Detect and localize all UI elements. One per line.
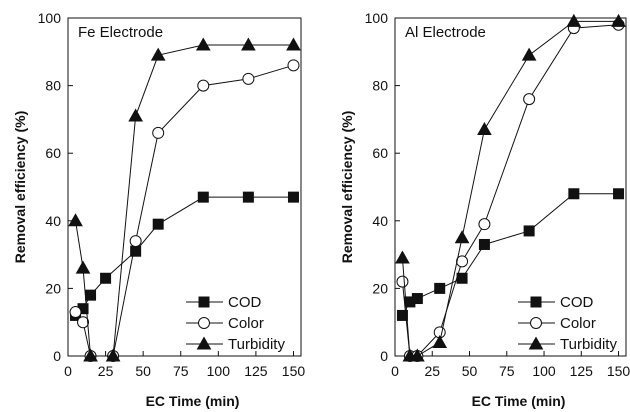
panel-1-x-tick-label-1: 25 [98, 363, 114, 379]
panel-2-y-tick-label-2: 40 [372, 213, 388, 229]
panel-1-turbidity-point-0 [68, 213, 83, 227]
panel-1-cod-point-6 [197, 191, 209, 203]
panel-1-turbidity-point-6 [195, 37, 211, 51]
panel-1-turbidity-point-1 [75, 260, 91, 274]
panel-2-turbidity-point-3 [432, 334, 448, 348]
panel-2-x-tick-label-5: 125 [570, 363, 594, 379]
panel-2-color-point-0 [396, 275, 409, 288]
panel-1-color-point-4 [129, 235, 142, 248]
panel-2-turbidity-point-8 [611, 13, 626, 27]
panel-1-cod-point-7 [242, 191, 254, 203]
panel-1-legend-color-marker [198, 317, 210, 329]
panel-1-turbidity-point-8 [286, 37, 301, 51]
panel-1-legend-turbidity-marker [196, 336, 212, 350]
panel-1-y-tick-label-1: 20 [45, 280, 61, 296]
panel-1-plot-frame [67, 17, 302, 357]
panel-1-x-axis-title: EC Time (min) [146, 393, 240, 409]
panel-1-x-tick-label-6: 150 [282, 363, 306, 379]
panel-1-x-tick-label-0: 0 [64, 363, 72, 379]
panel-1-x-tick-label-2: 50 [135, 363, 151, 379]
panel-1-y-tick-label-5: 100 [38, 10, 62, 26]
panel-1-turbidity-point-2 [83, 348, 98, 362]
panel-1-title: Fe Electrode [78, 24, 163, 41]
panel-1-x-tick-label-3: 75 [173, 363, 189, 379]
panel-1-cod-point-3 [100, 272, 112, 284]
panel-1-color-point-8 [287, 59, 300, 72]
panel-2-x-tick-label-0: 0 [391, 363, 399, 379]
panel-2-legend-turbidity-marker [528, 336, 544, 350]
panel-1-y-tick-label-2: 40 [45, 213, 61, 229]
panel-2-cod-point-7 [568, 188, 580, 200]
panel-1-color-point-1 [77, 316, 90, 329]
panel-1-y-tick-label-0: 0 [53, 348, 61, 364]
panel-2-turbidity-point-6 [521, 47, 537, 61]
panel-2-cod-point-4 [456, 272, 468, 284]
panel-2-legend-cod-label: COD [560, 294, 594, 311]
panel-2-turbidity-point-5 [477, 122, 492, 136]
panel-1-x-tick-label-4: 100 [207, 363, 231, 379]
panel-2-turbidity-point-4 [454, 230, 470, 244]
panel-1-cod-point-4 [130, 245, 142, 257]
panel-1-color-point-7 [242, 72, 255, 85]
panel-2-cod-point-2 [411, 293, 423, 305]
panel-1-turbidity-point-5 [150, 47, 166, 61]
panel-1-color-line [75, 64, 294, 357]
panel-2-legend-cod-marker [530, 296, 542, 308]
panel-2-x-axis-title: EC Time (min) [472, 393, 566, 409]
panel-1-color-point-5 [152, 126, 165, 139]
panel-2-cod-point-3 [434, 282, 446, 294]
panel-1-legend-cod-marker [198, 296, 210, 308]
panel-2-color-point-6 [523, 93, 536, 106]
panel-2-cod-point-6 [523, 225, 535, 237]
panel-2-color-point-5 [478, 218, 491, 231]
panel-1-legend-color-label: Color [228, 315, 264, 332]
panel-1-y-axis-title: Removal efficiency (%) [12, 111, 28, 264]
panel-2-turbidity-point-0 [395, 250, 410, 264]
panel-2-x-tick-label-6: 150 [607, 363, 630, 379]
panel-1-x-tick-label-5: 125 [244, 363, 268, 379]
panel-1-cod-point-8 [287, 191, 299, 203]
panel-1-y-tick-label-4: 80 [45, 78, 61, 94]
panel-2-y-tick-label-1: 20 [372, 280, 388, 296]
panel-2-legend-color-label: Color [560, 315, 596, 332]
panel-1-cod-point-2 [85, 289, 97, 301]
panel-2-legend-color-marker [530, 317, 542, 329]
panel-2-turbidity-point-7 [566, 13, 582, 27]
panel-2-y-tick-label-4: 80 [372, 78, 388, 94]
panel-2-x-tick-label-3: 75 [499, 363, 515, 379]
panel-1-turbidity-point-7 [241, 37, 256, 51]
panel-2-x-tick-label-2: 50 [462, 363, 478, 379]
panel-2-title: Al Electrode [405, 24, 486, 41]
panel-2: 0 25 50 75 100 125 150 0 20 40 60 80 100 EC Time (min… [339, 10, 630, 409]
panel-2-plot-frame [394, 17, 627, 357]
panel-1-color-point-6 [197, 79, 210, 92]
panel-2-cod-point-5 [478, 238, 490, 250]
panel-1-color-point-0 [69, 306, 82, 319]
panel-1-turbidity-point-3 [105, 348, 121, 362]
panel-2-y-axis-title: Removal efficiency (%) [339, 111, 355, 264]
panel-1-legend-turbidity-label: Turbidity [228, 336, 285, 353]
panel-1-legend-cod-label: COD [228, 294, 262, 311]
panel-2-cod-point-8 [613, 188, 625, 200]
panel-1: 0 25 50 75 100 125 150 0 20 40 60 80 100 EC Time (min… [12, 10, 305, 409]
panel-2-cod-point-0 [396, 309, 408, 321]
panel-1-turbidity-point-4 [128, 108, 144, 122]
panel-2-y-tick-label-5: 100 [365, 10, 389, 26]
panel-2-y-tick-label-0: 0 [380, 348, 388, 364]
panel-1-y-tick-label-3: 60 [45, 145, 61, 161]
panel-2-legend-turbidity-label: Turbidity [560, 336, 617, 353]
panel-1-cod-point-5 [152, 218, 164, 230]
panel-2-x-tick-label-4: 100 [532, 363, 556, 379]
panel-2-turbidity-point-2 [409, 348, 425, 362]
panel-2-x-tick-label-1: 25 [424, 363, 440, 379]
panel-2-y-tick-label-3: 60 [372, 145, 388, 161]
